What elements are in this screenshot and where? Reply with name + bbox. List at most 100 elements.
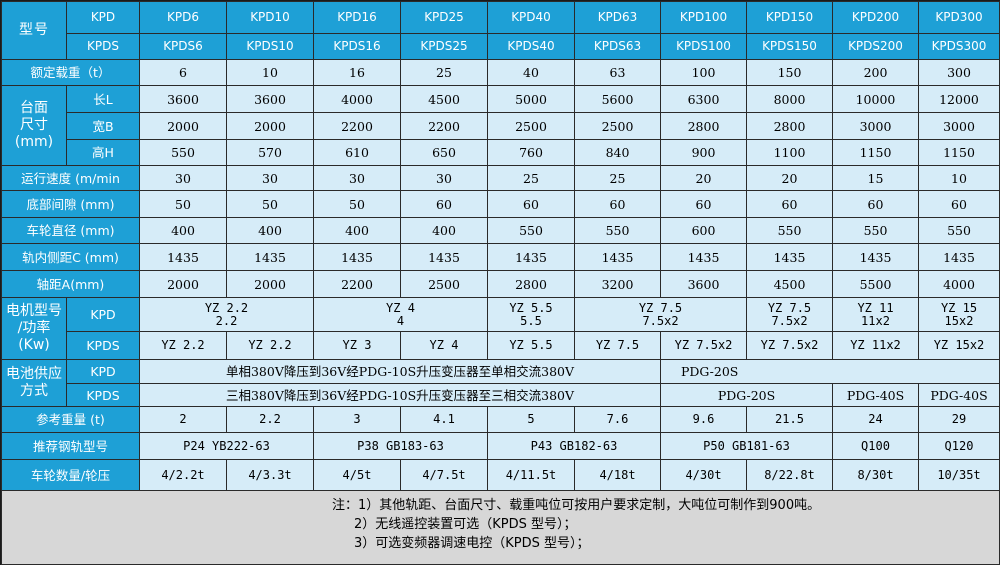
- model-kpds: KPDS100: [660, 33, 747, 60]
- load-row: 额定载重（t） 6 10 16 25 40 63 100 150 200 300: [1, 59, 1000, 86]
- motor-kpds-cell: YZ 11x2: [832, 331, 919, 360]
- rail-gauge-cell: 1435: [574, 243, 661, 271]
- rail-cell: P50 GB181-63: [660, 432, 833, 460]
- weight-label: 参考重量 (t): [1, 406, 140, 433]
- rail-cell: P38 GB183-63: [313, 432, 488, 460]
- clearance-cell: 60: [660, 190, 747, 218]
- height-row: 高H 550 570 610 650 760 840 900 1100 1150…: [2, 139, 1000, 166]
- width-cell: 2200: [313, 112, 401, 140]
- motor-kpds-cell: YZ 15x2: [918, 331, 1000, 360]
- model-kpd: KPD16: [313, 1, 401, 34]
- height-label: 高H: [66, 139, 140, 166]
- wheelbase-cell: 5500: [832, 270, 919, 298]
- clearance-cell: 60: [400, 190, 488, 218]
- weight-cell: 5: [487, 406, 575, 433]
- rail-gauge-cell: 1435: [660, 243, 747, 271]
- motor-kpd-label: KPD: [66, 297, 140, 332]
- motor-kpd-power: 11x2: [861, 313, 890, 328]
- length-cell: 5000: [487, 85, 575, 113]
- motor-label-line1: 电机型号: [6, 303, 62, 319]
- motor-kpd-power: 5.5: [520, 313, 542, 328]
- wheelbase-cell: 2000: [226, 270, 314, 298]
- power-label-line1: 电池供应: [6, 366, 62, 382]
- length-cell: 4500: [400, 85, 488, 113]
- wheel-diameter-row: 车轮直径 (mm) 400 400 400 400 550 550 600 55…: [1, 217, 1000, 244]
- height-cell: 1150: [918, 139, 1000, 166]
- load-label: 额定载重（t）: [1, 59, 140, 86]
- model-kpds: KPDS6: [139, 33, 227, 60]
- speed-cell: 30: [400, 165, 488, 191]
- rail-gauge-cell: 1435: [313, 243, 401, 271]
- width-label: 宽B: [66, 112, 140, 140]
- load-cell: 300: [918, 59, 1000, 86]
- rail-gauge-cell: 1435: [487, 243, 575, 271]
- height-cell: 550: [139, 139, 227, 166]
- speed-cell: 15: [832, 165, 919, 191]
- wheels-cell: 8/30t: [832, 459, 919, 491]
- wheelbase-row: 轴距A(mm) 2000 2000 2200 2500 2800 3200 36…: [1, 270, 1000, 298]
- wheelbase-cell: 2200: [313, 270, 401, 298]
- motor-kpd-power: 7.5x2: [642, 313, 679, 328]
- motor-kpd-cell: YZ 7.5 7.5x2: [746, 297, 833, 332]
- model-row-kpds: KPDS KPDS6 KPDS10 KPDS16 KPDS25 KPDS40 K…: [2, 33, 1000, 60]
- rail-gauge-cell: 1435: [832, 243, 919, 271]
- clearance-cell: 50: [226, 190, 314, 218]
- weight-cell: 7.6: [574, 406, 661, 433]
- speed-cell: 20: [746, 165, 833, 191]
- rail-cell: P24 YB222-63: [139, 432, 314, 460]
- motor-kpds-cell: YZ 4: [400, 331, 488, 360]
- clearance-cell: 60: [574, 190, 661, 218]
- wheels-cell: 4/3.3t: [226, 459, 314, 491]
- width-cell: 3000: [918, 112, 1000, 140]
- width-cell: 3000: [832, 112, 919, 140]
- wheel-diameter-cell: 600: [660, 217, 747, 244]
- load-cell: 100: [660, 59, 747, 86]
- table-size-label-line3: (mm): [14, 134, 54, 150]
- model-kpd: KPD150: [746, 1, 833, 34]
- model-kpds: KPDS200: [832, 33, 919, 60]
- load-cell: 25: [400, 59, 488, 86]
- motor-kpd-cell: YZ 2.2 2.2: [139, 297, 314, 332]
- motor-kpds-row: KPDS YZ 2.2 YZ 2.2 YZ 3 YZ 4 YZ 5.5 YZ 7…: [2, 331, 1000, 360]
- load-cell: 200: [832, 59, 919, 86]
- model-kpd: KPD300: [918, 1, 1000, 34]
- motor-kpd-power: 2.2: [215, 313, 238, 328]
- model-kpd: KPD6: [139, 1, 227, 34]
- motor-kpds-cell: YZ 7.5x2: [746, 331, 833, 360]
- height-cell: 1150: [832, 139, 919, 166]
- wheel-diameter-cell: 550: [832, 217, 919, 244]
- height-cell: 650: [400, 139, 488, 166]
- model-kpd: KPD10: [226, 1, 314, 34]
- rail-gauge-row: 轨内侧距C (mm) 1435 1435 1435 1435 1435 1435…: [1, 243, 1000, 271]
- length-cell: 4000: [313, 85, 401, 113]
- wheels-cell: 10/35t: [918, 459, 1000, 491]
- clearance-label: 底部间隙 (mm): [1, 190, 140, 218]
- motor-kpd-cell: YZ 7.5 7.5x2: [574, 297, 747, 332]
- speed-cell: 25: [574, 165, 661, 191]
- table-size-label-line1: 台面: [20, 100, 48, 116]
- table-size-label: 台面 尺寸 (mm): [1, 85, 67, 166]
- wheels-cell: 4/30t: [660, 459, 747, 491]
- load-cell: 16: [313, 59, 401, 86]
- height-cell: 840: [574, 139, 661, 166]
- wheels-cell: 4/5t: [313, 459, 401, 491]
- model-kpds: KPDS63: [574, 33, 661, 60]
- wheelbase-cell: 2500: [400, 270, 488, 298]
- width-cell: 2000: [226, 112, 314, 140]
- kpd-series-label: KPD: [66, 1, 140, 34]
- model-kpds: KPDS16: [313, 33, 401, 60]
- wheels-cell: 4/11.5t: [487, 459, 575, 491]
- power-kpds-main: 三相380V降压到36V经PDG-10S升压变压器至三相交流380V: [139, 383, 661, 407]
- motor-kpd-cell: YZ 11 11x2: [832, 297, 919, 332]
- motor-kpds-cell: YZ 7.5: [574, 331, 661, 360]
- model-kpds: KPDS10: [226, 33, 314, 60]
- note-line-1: 注：1）其他轨距、台面尺寸、载重吨位可按用户要求定制，大吨位可制作到900吨。: [332, 498, 821, 513]
- height-cell: 900: [660, 139, 747, 166]
- weight-cell: 3: [313, 406, 401, 433]
- weight-cell: 2.2: [226, 406, 314, 433]
- weight-cell: 21.5: [746, 406, 833, 433]
- clearance-cell: 60: [746, 190, 833, 218]
- weight-cell: 4.1: [400, 406, 488, 433]
- kpds-series-label: KPDS: [66, 33, 140, 60]
